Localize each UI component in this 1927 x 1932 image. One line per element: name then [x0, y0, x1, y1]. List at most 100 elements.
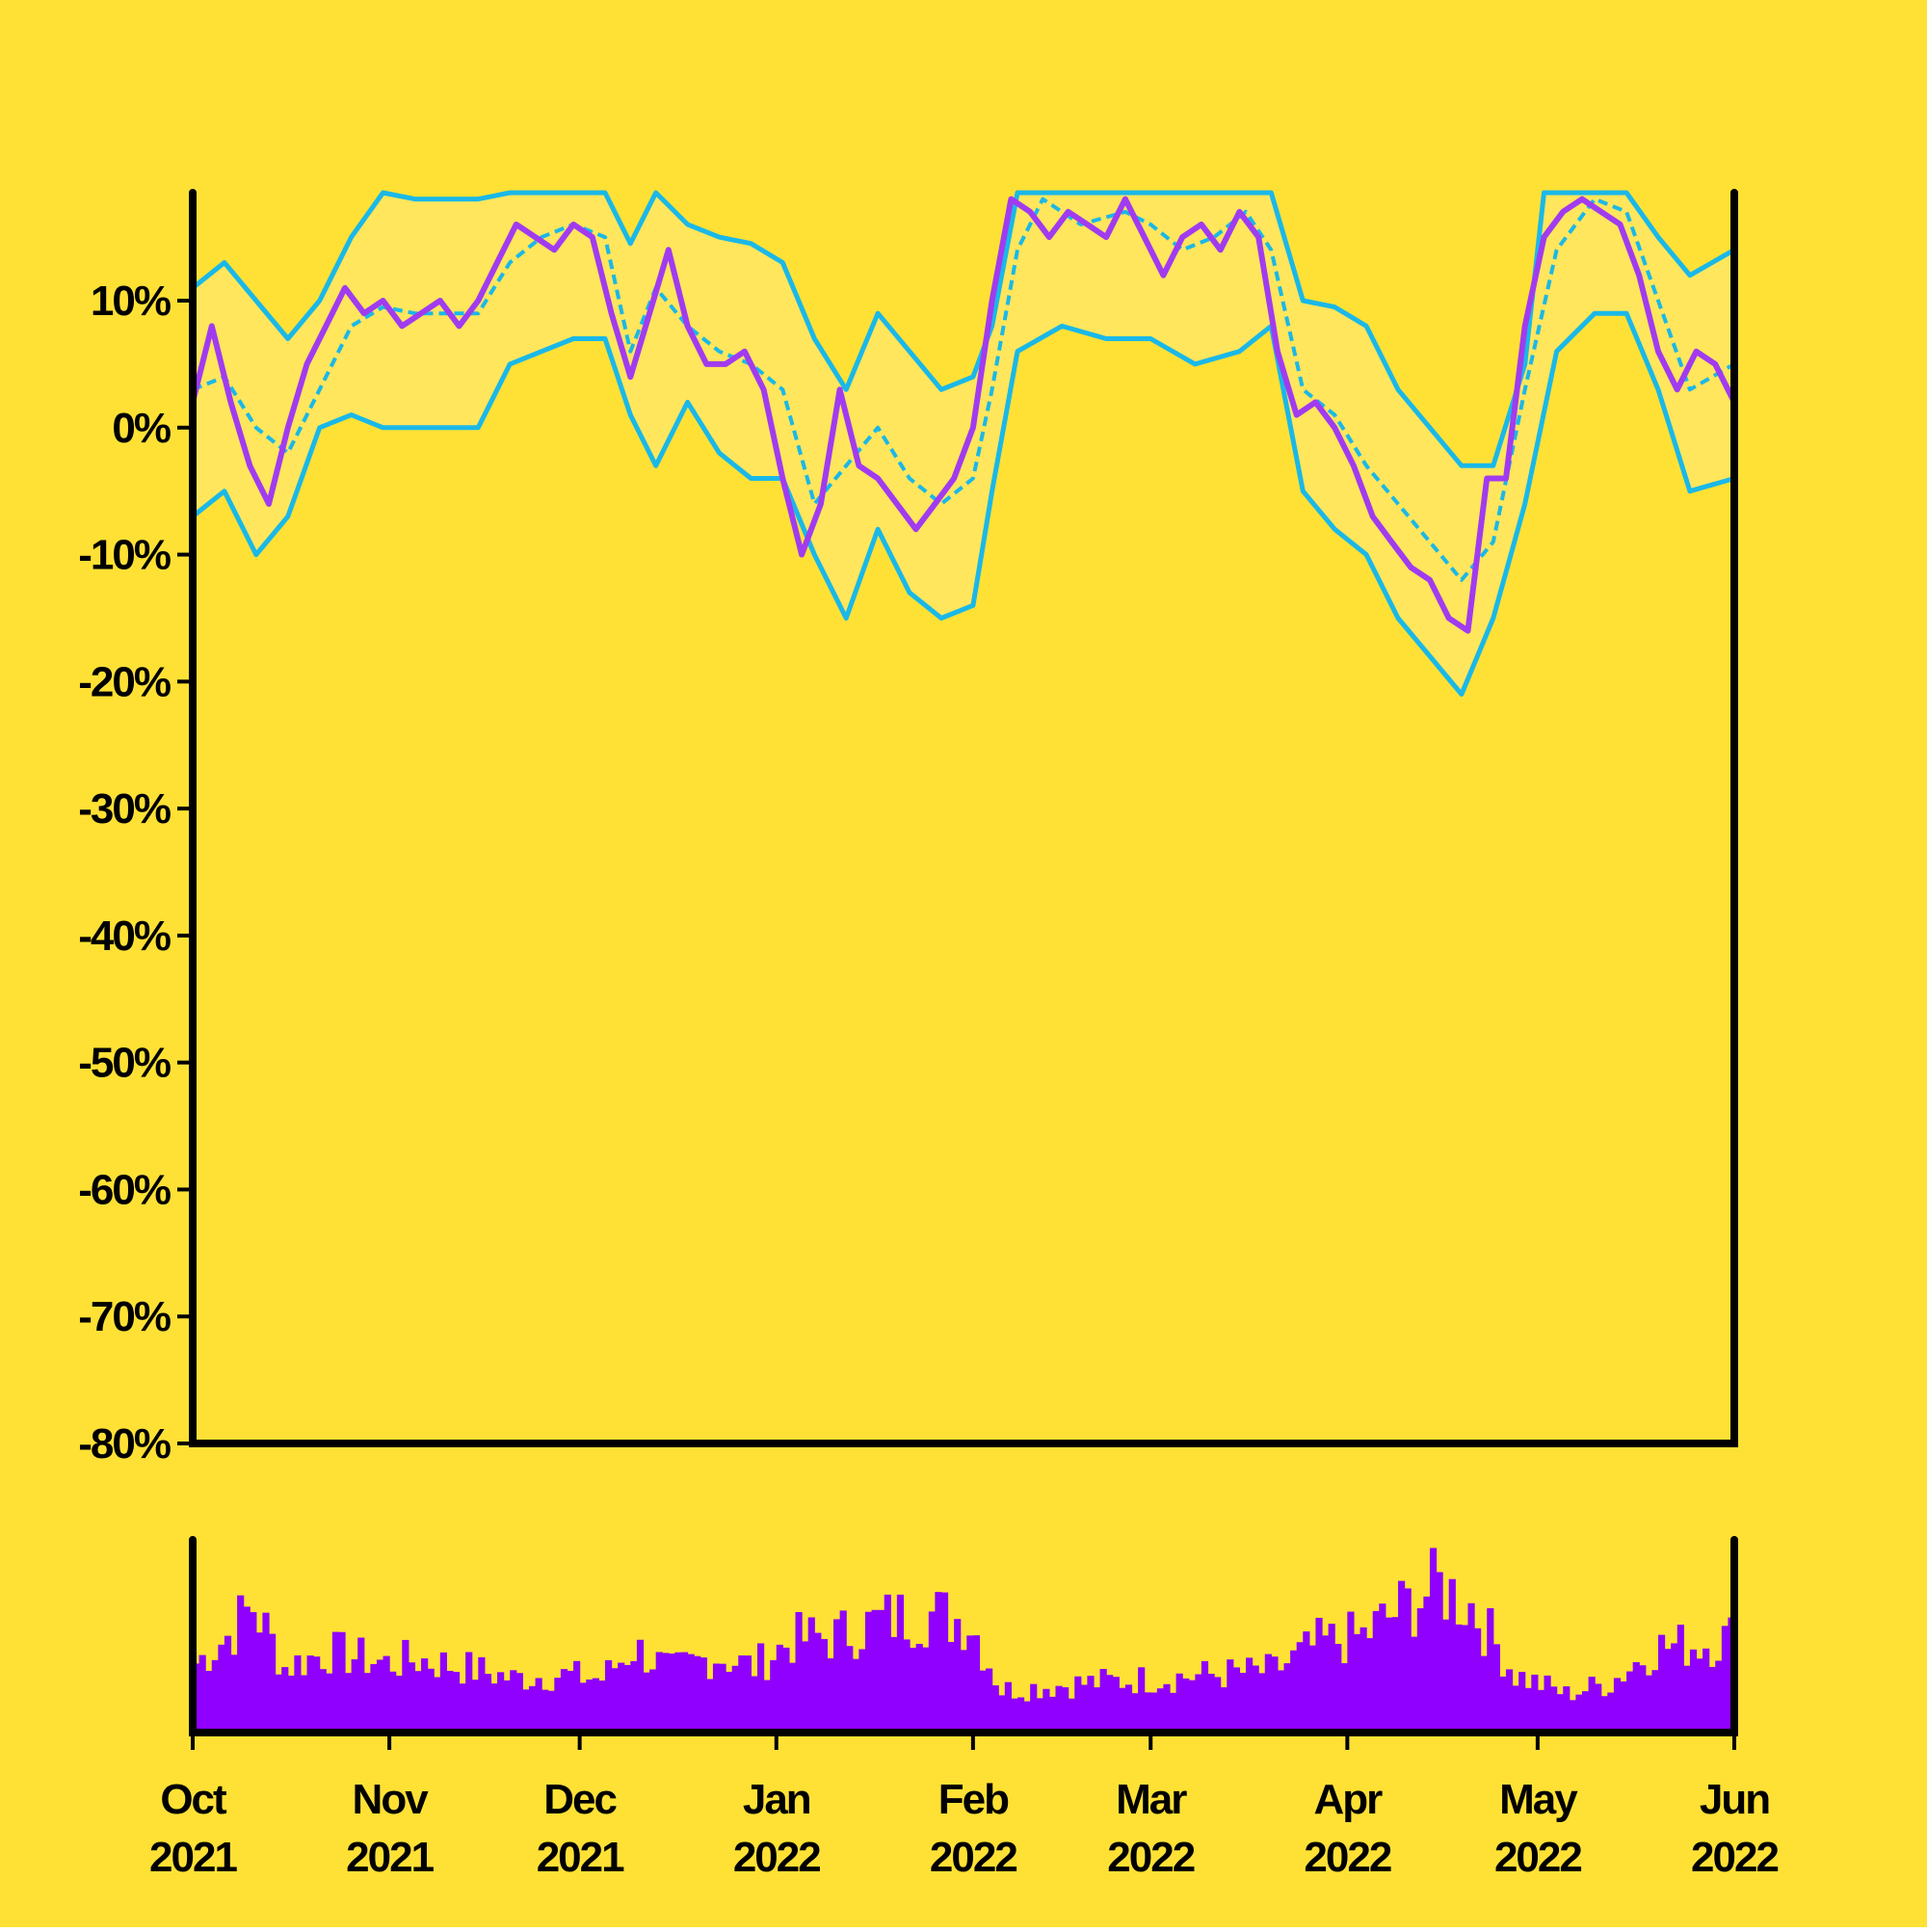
- volume-bar: [237, 1595, 245, 1733]
- volume-bar: [1016, 1697, 1025, 1733]
- volume-bar: [281, 1667, 289, 1733]
- band-line-layer: [191, 190, 1736, 697]
- volume-bar: [1480, 1655, 1488, 1733]
- volume-bar: [858, 1649, 866, 1733]
- volume-bar: [1569, 1700, 1576, 1733]
- volume-bar: [1575, 1694, 1583, 1733]
- volume-bar: [623, 1664, 631, 1733]
- volume-bar: [560, 1669, 568, 1733]
- volume-bar: [731, 1665, 739, 1733]
- volume-bar: [515, 1673, 523, 1733]
- volume-bar: [1524, 1687, 1532, 1733]
- volume-bar: [700, 1657, 707, 1733]
- volume-bar: [554, 1678, 562, 1733]
- volume-bar: [427, 1668, 435, 1733]
- x-tick-year-label: 2022: [733, 1834, 820, 1881]
- volume-bar: [1416, 1608, 1424, 1733]
- main-axis-frame: [189, 189, 1738, 1447]
- volume-bar: [687, 1654, 695, 1733]
- volume-bar: [782, 1647, 790, 1733]
- volume-bar: [1379, 1603, 1386, 1733]
- volume-bar: [986, 1668, 993, 1733]
- volume-bar: [935, 1592, 942, 1733]
- volume-bar: [567, 1670, 574, 1733]
- volume-bar: [471, 1680, 479, 1733]
- volume-bar: [1138, 1667, 1146, 1733]
- volume-bar: [979, 1670, 987, 1733]
- volume-bar: [655, 1652, 663, 1733]
- volume-bar: [1207, 1673, 1215, 1733]
- volume-bar: [1328, 1624, 1335, 1733]
- volume-bar: [940, 1592, 949, 1733]
- volume-bar: [351, 1658, 358, 1733]
- upper-band-line: [191, 190, 1736, 468]
- volume-bar: [636, 1639, 645, 1733]
- volume-bar: [681, 1652, 689, 1733]
- volume-bar: [1322, 1635, 1330, 1733]
- volume-bar: [1651, 1670, 1659, 1733]
- volume-bar: [1340, 1663, 1348, 1733]
- volume-bar: [1448, 1578, 1456, 1733]
- volume-bar: [947, 1641, 955, 1733]
- volume-bar: [306, 1655, 314, 1733]
- volume-bar: [706, 1679, 714, 1733]
- volume-bar: [345, 1673, 353, 1733]
- x-axis-ticks: Oct 2021 Nov 2021 Dec 2021 Jan 2022 Feb 2022 Mar 20…: [149, 1733, 1780, 1881]
- volume-bar: [1531, 1674, 1539, 1733]
- volume-bar: [383, 1655, 390, 1733]
- volume-bar: [1258, 1673, 1266, 1733]
- volume-bar: [1537, 1689, 1545, 1733]
- x-tick-year-label: 2022: [1494, 1834, 1581, 1881]
- x-tick-month-label: Jun: [1700, 1776, 1769, 1823]
- volume-bar: [1626, 1671, 1634, 1733]
- volume-bar: [363, 1673, 371, 1733]
- x-tick-year-label: 2021: [537, 1834, 624, 1881]
- y-tick-label: 10%: [91, 278, 171, 325]
- volume-bar: [224, 1635, 232, 1733]
- volume-bar: [1613, 1678, 1622, 1733]
- y-tick-label: -60%: [78, 1166, 171, 1213]
- volume-bar: [218, 1644, 225, 1733]
- volume-bar: [1169, 1692, 1177, 1733]
- volume-bar: [1620, 1681, 1627, 1733]
- volume-bar: [547, 1690, 555, 1733]
- volume-bar: [250, 1612, 257, 1733]
- volume-bar: [1062, 1687, 1069, 1733]
- volume-bar: [1290, 1650, 1298, 1733]
- volume-bar: [1398, 1580, 1406, 1733]
- volume-bar: [275, 1674, 282, 1733]
- volume-bar: [434, 1677, 441, 1733]
- volume-bar: [871, 1609, 879, 1733]
- volume-bar: [1664, 1649, 1672, 1733]
- volume-bar: [928, 1611, 936, 1733]
- volume-bar: [1308, 1645, 1317, 1733]
- volume-bar: [1366, 1638, 1374, 1733]
- volume-bar: [972, 1635, 981, 1733]
- volume-bar: [770, 1659, 778, 1733]
- y-tick-label: -10%: [78, 532, 171, 579]
- volume-bar: [255, 1632, 264, 1733]
- volume-bar: [910, 1648, 917, 1733]
- x-tick-month-label: Feb: [938, 1776, 1009, 1823]
- volume-bar: [763, 1680, 771, 1733]
- volume-bar: [1144, 1692, 1151, 1733]
- volume-bar: [586, 1679, 594, 1733]
- volume-bar: [604, 1659, 613, 1733]
- volume-bar: [198, 1654, 206, 1733]
- volume-bar: [1023, 1701, 1031, 1733]
- volume-bar: [1492, 1644, 1500, 1733]
- volume-bar: [998, 1695, 1006, 1733]
- volume-bar: [1671, 1643, 1678, 1733]
- volume-bar: [598, 1681, 606, 1733]
- y-tick-label: -20%: [78, 658, 171, 705]
- volume-bar: [522, 1689, 530, 1733]
- y-tick-label: -80%: [78, 1420, 171, 1468]
- volume-bar: [294, 1654, 302, 1733]
- volume-bar: [1150, 1692, 1158, 1733]
- volume-bar: [833, 1619, 841, 1733]
- x-tick-year-label: 2022: [1304, 1834, 1390, 1881]
- volume-bar: [839, 1610, 847, 1733]
- volume-bar: [1043, 1688, 1050, 1733]
- volume-bar: [1303, 1631, 1310, 1733]
- volume-bar: [795, 1612, 803, 1733]
